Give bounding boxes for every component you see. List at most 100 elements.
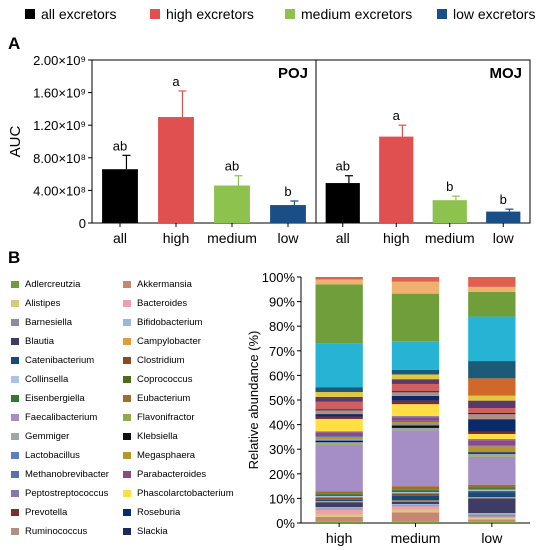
stack-segment [468, 395, 516, 401]
stack-segment [391, 501, 440, 504]
stack-segment [468, 400, 516, 409]
stack-segment [468, 453, 516, 457]
subplot-title: MOJ [489, 65, 522, 82]
stack-segment [391, 417, 440, 421]
stack-segment [391, 293, 440, 342]
stack-segment [468, 513, 516, 515]
stack-segment [468, 457, 516, 485]
y-tick-label: 20% [269, 467, 295, 482]
stack-segment [468, 440, 516, 446]
stack-segment [391, 404, 440, 417]
stack-segment [391, 503, 440, 506]
stack-segment [468, 414, 516, 420]
stack-segment [391, 391, 440, 393]
stack-segment [315, 516, 363, 522]
x-tick-label: high [326, 530, 352, 546]
legend-label: high excretors [166, 6, 254, 22]
stack-segment [315, 502, 363, 508]
stack-segment [315, 508, 363, 510]
stack-segment [468, 488, 516, 490]
stack-segment [391, 392, 440, 396]
stack-segment [391, 369, 440, 375]
stack-segment [391, 424, 440, 426]
stack-segment [391, 395, 440, 401]
stack-segment [315, 507, 363, 509]
stack-segment [468, 497, 516, 499]
stack-segment [391, 521, 440, 523]
stack-segment [391, 490, 440, 493]
stack-segment [391, 383, 440, 392]
stack-segment [468, 445, 516, 447]
stack-segment [391, 374, 440, 380]
plot-frame-a [91, 59, 531, 224]
stack-segment [315, 279, 363, 285]
bar [432, 200, 467, 223]
stack-segment [315, 496, 363, 498]
stack-segment [391, 427, 440, 430]
stack-segment [315, 414, 363, 417]
stack-segment [391, 495, 440, 501]
stack-segment [468, 438, 516, 441]
x-tick-label: high [383, 230, 409, 246]
stack-segment [315, 493, 363, 495]
stack-segment [391, 512, 440, 522]
stack-segment [468, 431, 516, 434]
legend-item-low: low excretors [437, 6, 535, 22]
stack-segment [315, 396, 363, 402]
y-tick-label: 50% [269, 393, 295, 408]
stack-segment [468, 489, 516, 491]
stack-segment [468, 408, 516, 413]
stack-segment [468, 516, 516, 519]
stack-segment [468, 412, 516, 415]
stack-segment [315, 392, 363, 397]
x-tick-label: all [336, 230, 350, 246]
stack-segment [315, 499, 363, 501]
legend-label: all excretors [41, 6, 117, 22]
y-tick-label: 0 [79, 216, 86, 231]
x-tick-label: high [163, 230, 189, 246]
bar [214, 185, 250, 223]
stack-segment [391, 506, 440, 510]
stack-segment [391, 505, 440, 507]
stack-segment [391, 277, 440, 282]
stack-segment [391, 416, 440, 418]
stack-segment [468, 484, 516, 488]
stack-segment [468, 456, 516, 458]
stack-segment [468, 487, 516, 489]
stack-segment [315, 509, 363, 515]
legend-swatch [437, 9, 447, 19]
stack-segment [315, 442, 363, 444]
significance-label: a [172, 74, 180, 89]
significance-label: ab [336, 159, 350, 174]
stack-segment [315, 387, 363, 393]
x-tick-label: medium [425, 230, 475, 246]
stack-segment [391, 400, 440, 405]
stack-segment [391, 486, 440, 490]
stack-segment [391, 500, 440, 502]
stack-segment [391, 425, 440, 428]
bar [486, 211, 521, 223]
stack-segment [468, 419, 516, 432]
stack-segment [391, 420, 440, 422]
x-tick-label: low [493, 230, 515, 246]
stack-segment [391, 379, 440, 384]
y-tick-label: 90% [269, 295, 295, 310]
stack-segment [315, 343, 363, 388]
stack-segment [391, 341, 440, 370]
stack-segment [315, 514, 363, 517]
stack-segment [391, 421, 440, 425]
y-tick-label: 30% [269, 442, 295, 457]
y-tick-label: 100% [262, 270, 296, 285]
stack-segment [315, 436, 363, 438]
significance-label: b [500, 192, 507, 207]
stack-segment [468, 490, 516, 493]
stack-segment [468, 451, 516, 453]
stack-segment [468, 446, 516, 452]
y-tick-label: 4.00×10⁸ [33, 183, 86, 198]
x-tick-label: all [113, 230, 127, 246]
stack-segment [468, 452, 516, 454]
y-tick-label: 8.00×10⁸ [33, 151, 86, 166]
x-tick-label: medium [207, 230, 257, 246]
significance-label: ab [113, 138, 127, 153]
